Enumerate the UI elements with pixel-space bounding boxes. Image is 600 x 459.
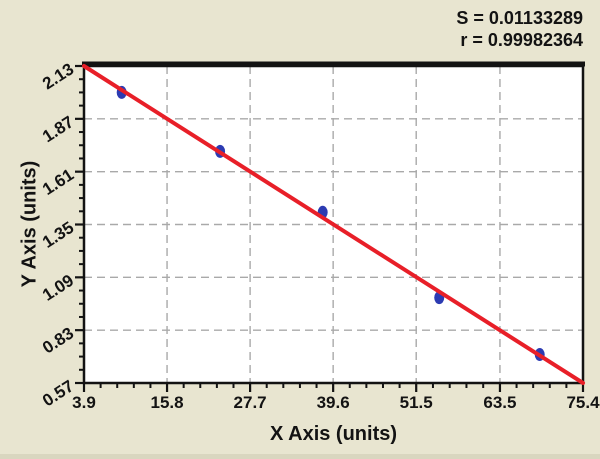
x-tick-label: 51.5: [400, 393, 433, 412]
y-tick-label: 2.13: [39, 59, 77, 93]
y-axis-title: Y Axis (units): [18, 160, 41, 288]
bottom-shadow: [0, 454, 600, 459]
x-tick-label: 63.5: [483, 393, 516, 412]
stat-s-value: S = 0.01133289: [456, 8, 583, 28]
y-tick-label: 1.87: [39, 112, 77, 146]
stat-r-value: r = 0.99982364: [460, 30, 583, 50]
stats-block: S = 0.01133289 r = 0.99982364: [456, 7, 583, 51]
x-tick-label: 27.7: [234, 393, 267, 412]
y-tick-label: 1.61: [39, 165, 77, 199]
y-tick-label: 0.83: [39, 324, 77, 358]
x-axis-title: X Axis (units): [269, 423, 398, 445]
x-tick-label: 39.6: [317, 393, 350, 412]
y-tick-label: 1.09: [39, 271, 77, 305]
x-tick-label: 75.4: [566, 393, 600, 412]
y-tick-label: 1.35: [39, 218, 77, 252]
x-tick-label: 3.9: [72, 393, 96, 412]
regression-line: [82, 64, 585, 385]
x-tick-label: 15.8: [151, 393, 184, 412]
